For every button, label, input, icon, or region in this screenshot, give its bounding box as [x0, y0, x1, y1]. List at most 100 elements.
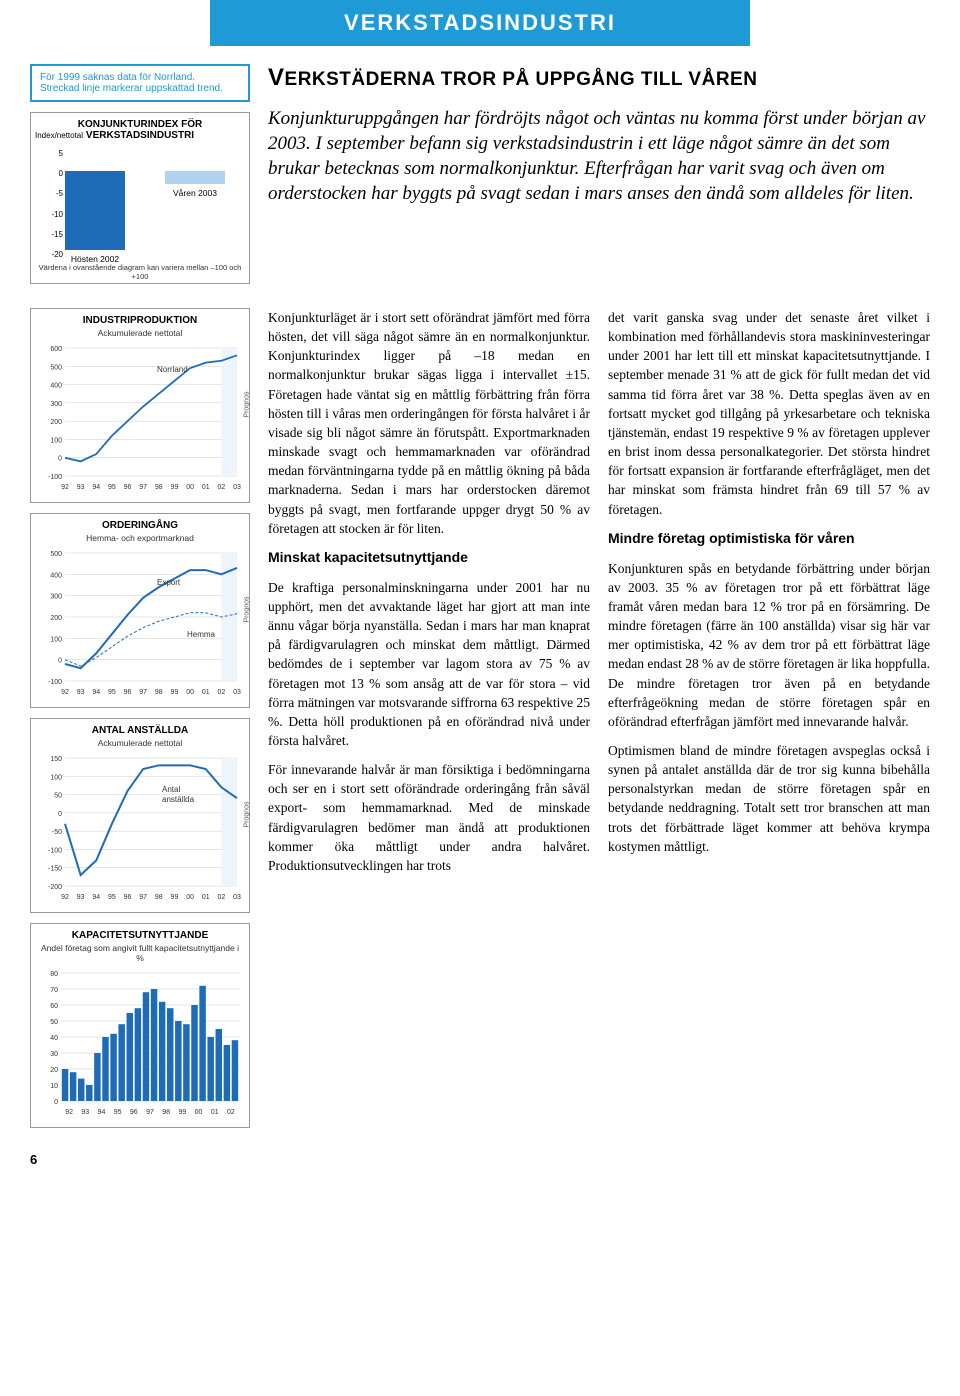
- svg-text:-100: -100: [48, 474, 62, 481]
- prognos-label: Prognos: [244, 391, 251, 417]
- chart-subtitle: Andel företag som angivit fullt kapacite…: [37, 943, 243, 963]
- svg-text:93: 93: [77, 689, 85, 696]
- svg-text:95: 95: [108, 689, 116, 696]
- chart-title: INDUSTRIPRODUKTION: [37, 315, 243, 326]
- chart-footer: Värdena i ovanstående diagram kan varier…: [37, 263, 243, 281]
- svg-text:300: 300: [50, 594, 62, 601]
- svg-text:300: 300: [50, 401, 62, 408]
- svg-text:98: 98: [155, 894, 163, 901]
- chart-industriproduktion: INDUSTRIPRODUKTION Ackumulerade nettotal…: [30, 308, 250, 503]
- prognos-label: Prognos: [244, 801, 251, 827]
- svg-text:200: 200: [50, 615, 62, 622]
- svg-text:200: 200: [50, 419, 62, 426]
- svg-text:93: 93: [77, 894, 85, 901]
- svg-text:03: 03: [233, 894, 241, 901]
- note-line: För 1999 saknas data för Norrland.: [40, 72, 240, 83]
- note-line: Streckad linje markerar uppskattad trend…: [40, 83, 240, 94]
- body-paragraph: De kraftiga personalminskningarna under …: [268, 578, 590, 750]
- top-row: För 1999 saknas data för Norrland. Strec…: [30, 64, 930, 294]
- svg-text:50: 50: [50, 1019, 58, 1026]
- svg-text:400: 400: [50, 383, 62, 390]
- chart-title: ANTAL ANSTÄLLDA: [37, 725, 243, 736]
- chart-subtitle: Hemma- och exportmarknad: [37, 533, 243, 543]
- svg-text:01: 01: [202, 484, 210, 491]
- svg-text:01: 01: [211, 1109, 219, 1116]
- svg-text:80: 80: [50, 971, 58, 978]
- svg-text:02: 02: [217, 689, 225, 696]
- svg-text:98: 98: [155, 689, 163, 696]
- svg-text:99: 99: [178, 1109, 186, 1116]
- svg-text:Antal: Antal: [162, 785, 180, 794]
- svg-text:97: 97: [139, 484, 147, 491]
- svg-text:600: 600: [50, 346, 62, 353]
- body-paragraph: För innevarande halvår är man försiktiga…: [268, 760, 590, 875]
- svg-text:10: 10: [50, 1083, 58, 1090]
- svg-text:150: 150: [50, 756, 62, 763]
- svg-text:00: 00: [186, 689, 194, 696]
- svg-text:99: 99: [171, 484, 179, 491]
- svg-text:100: 100: [50, 437, 62, 444]
- svg-text:92: 92: [61, 894, 69, 901]
- text-col-2: det varit ganska svag under det senaste …: [608, 308, 930, 1138]
- svg-text:-200: -200: [48, 884, 62, 891]
- svg-text:03: 03: [233, 484, 241, 491]
- svg-text:01: 01: [202, 894, 210, 901]
- chart-konjunkturindex: KONJUNKTURINDEX FÖR VERKSTADSINDUSTRI In…: [30, 112, 250, 284]
- svg-text:92: 92: [61, 689, 69, 696]
- svg-text:92: 92: [65, 1109, 73, 1116]
- svg-text:93: 93: [77, 484, 85, 491]
- svg-text:98: 98: [162, 1109, 170, 1116]
- svg-text:-100: -100: [48, 847, 62, 854]
- main-column: VERKSTÄDERNA TROR PÅ UPPGÅNG TILL VÅREN …: [268, 64, 930, 294]
- text-col-1: Konjunkturläget är i stort sett oförändr…: [268, 308, 590, 1138]
- page-title: VERKSTÄDERNA TROR PÅ UPPGÅNG TILL VÅREN: [268, 64, 930, 92]
- svg-text:94: 94: [92, 894, 100, 901]
- chart-subtitle: Ackumulerade nettotal: [37, 738, 243, 748]
- page-banner: VERKSTADSINDUSTRI: [210, 0, 750, 46]
- svg-text:50: 50: [54, 793, 62, 800]
- svg-text:94: 94: [92, 689, 100, 696]
- svg-text:100: 100: [50, 636, 62, 643]
- svg-text:97: 97: [139, 894, 147, 901]
- svg-text:Hemma: Hemma: [187, 630, 216, 639]
- chart-subtitle: Ackumulerade nettotal: [37, 328, 243, 338]
- section-heading: Minskat kapacitetsutnyttjande: [268, 548, 590, 568]
- svg-text:99: 99: [171, 689, 179, 696]
- svg-text:95: 95: [114, 1109, 122, 1116]
- svg-text:-150: -150: [48, 866, 62, 873]
- svg-text:01: 01: [202, 689, 210, 696]
- svg-text:94: 94: [98, 1109, 106, 1116]
- svg-text:0: 0: [58, 658, 62, 665]
- svg-text:95: 95: [108, 484, 116, 491]
- svg-text:400: 400: [50, 572, 62, 579]
- svg-text:02: 02: [217, 894, 225, 901]
- svg-text:100: 100: [50, 774, 62, 781]
- lead-paragraph: Konjunkturuppgången har fördröjts något …: [268, 106, 930, 206]
- svg-text:02: 02: [227, 1109, 235, 1116]
- svg-text:96: 96: [130, 1109, 138, 1116]
- svg-text:Norrland: Norrland: [157, 365, 188, 374]
- chart-title: ORDERINGÅNG: [37, 520, 243, 531]
- svg-text:98: 98: [155, 484, 163, 491]
- svg-text:0: 0: [58, 811, 62, 818]
- svg-text:30: 30: [50, 1051, 58, 1058]
- svg-text:97: 97: [139, 689, 147, 696]
- svg-text:03: 03: [233, 689, 241, 696]
- svg-text:95: 95: [108, 894, 116, 901]
- svg-text:-50: -50: [52, 829, 62, 836]
- body-paragraph: det varit ganska svag under det senaste …: [608, 308, 930, 519]
- svg-text:60: 60: [50, 1003, 58, 1010]
- page-number: 6: [30, 1152, 960, 1167]
- line-chart: -100010020030040050060092939495969798990…: [37, 342, 243, 492]
- chart-title: KAPACITETSUTNYTTJANDE: [37, 930, 243, 941]
- svg-text:-100: -100: [48, 679, 62, 686]
- left-column: För 1999 saknas data för Norrland. Strec…: [30, 64, 250, 294]
- svg-text:40: 40: [50, 1035, 58, 1042]
- svg-text:0: 0: [58, 456, 62, 463]
- svg-text:20: 20: [50, 1067, 58, 1074]
- svg-text:93: 93: [81, 1109, 89, 1116]
- svg-text:500: 500: [50, 551, 62, 558]
- line-chart: -100010020030040050092939495969798990001…: [37, 547, 243, 697]
- svg-text:96: 96: [124, 894, 132, 901]
- axis-label: Index/nettotal: [35, 131, 83, 140]
